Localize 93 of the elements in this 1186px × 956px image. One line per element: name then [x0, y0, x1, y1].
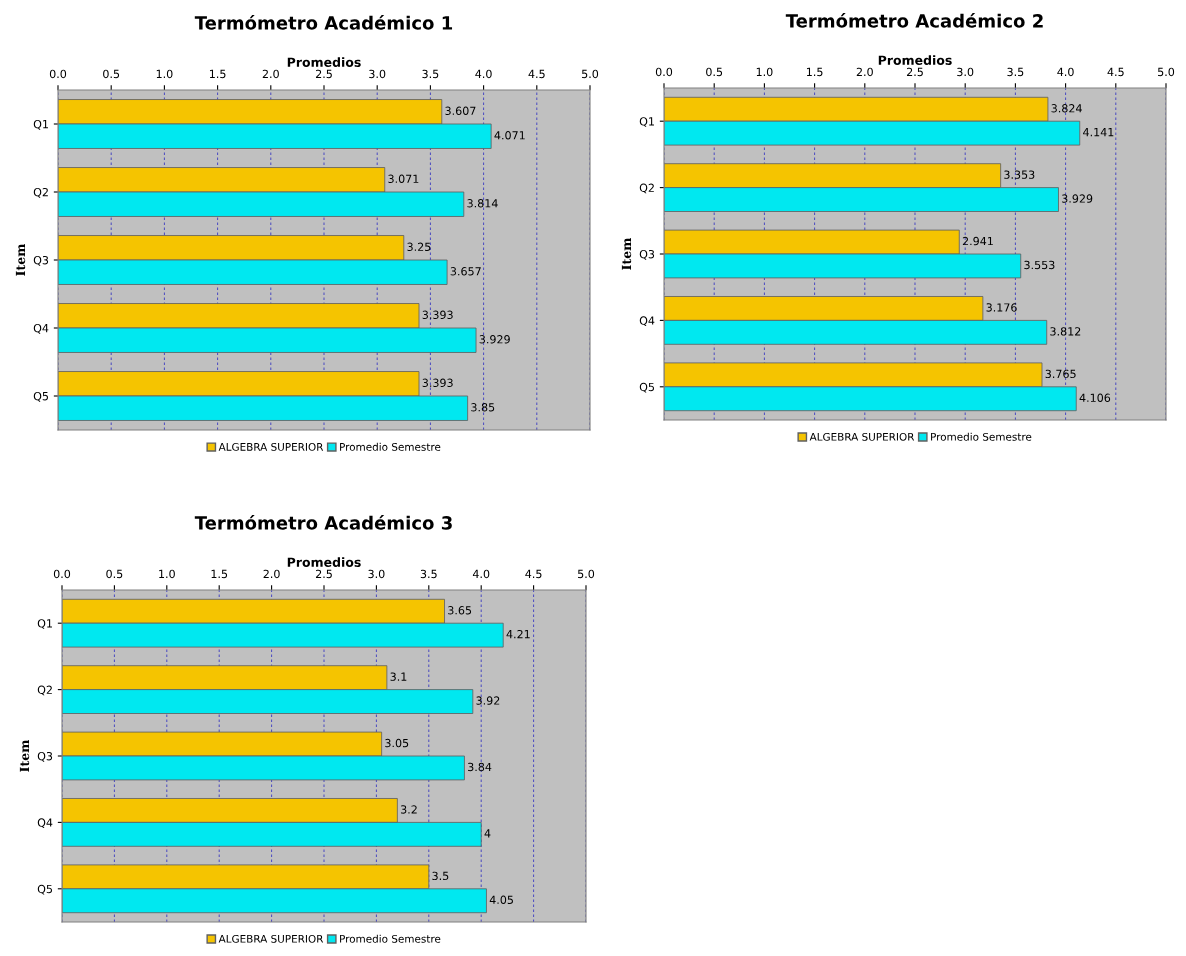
data-label: 3.176 [986, 303, 1017, 312]
x-tick-label: 1.5 [209, 69, 226, 79]
x-axis-title: Promedios [287, 57, 361, 67]
data-label: 3.814 [467, 199, 498, 208]
y-tick-label: Q5 [33, 391, 48, 402]
data-label: 3.5 [432, 871, 449, 881]
y-tick-label: Q5 [37, 884, 52, 895]
x-tick-label: 1.5 [211, 569, 228, 579]
x-tick-label: 4.5 [528, 69, 545, 79]
data-label: 4.106 [1079, 393, 1111, 402]
data-label: 3.85 [471, 403, 495, 412]
x-tick-label: 2.0 [856, 67, 873, 77]
data-label: 2.941 [962, 236, 993, 246]
legend-label: Promedio Semestre [931, 432, 1032, 441]
data-label: 4.05 [489, 895, 513, 904]
data-label: 3.824 [1051, 104, 1082, 113]
legend-label: Promedio Semestre [340, 442, 441, 451]
data-label: 3.812 [1050, 327, 1081, 336]
y-tick-label: Q3 [33, 255, 49, 266]
y-tick-label: Q4 [33, 323, 49, 334]
data-label: 3.2 [400, 805, 417, 814]
x-tick-label: 0.0 [53, 569, 71, 579]
legend-label: ALGEBRA SUPERIOR [218, 442, 324, 451]
y-tick-label: Q5 [639, 382, 654, 393]
x-axis-title: Promedios [287, 557, 361, 567]
x-tick-label: 1.0 [756, 67, 773, 77]
y-axis-title: Item [621, 237, 632, 270]
x-tick-label: 5.0 [578, 569, 595, 579]
chart-title: Termómetro Académico 3 [194, 515, 452, 530]
x-tick-label: 2.0 [263, 569, 280, 579]
data-label: 4.071 [494, 131, 525, 140]
x-tick-label: 0.5 [103, 69, 120, 79]
legend-label: ALGEBRA SUPERIOR [218, 934, 324, 943]
y-tick-label: Q3 [639, 249, 655, 260]
x-tick-label: 3.0 [369, 69, 386, 79]
legend-label: ALGEBRA SUPERIOR [809, 432, 915, 441]
data-label: 3.657 [450, 267, 481, 276]
data-label: 3.92 [476, 696, 500, 705]
y-tick-label: Q1 [33, 119, 48, 130]
x-tick-label: 5.0 [582, 69, 599, 79]
x-tick-label: 4.5 [1107, 67, 1124, 77]
x-tick-label: 0.5 [106, 569, 123, 579]
x-tick-label: 3.5 [1007, 67, 1024, 77]
x-tick-label: 1.5 [806, 67, 823, 77]
legend-label: Promedio Semestre [340, 934, 441, 943]
data-label: 3.929 [479, 335, 510, 344]
x-tick-label: 5.0 [1158, 67, 1175, 77]
data-label: 3.607 [445, 106, 476, 115]
data-label: 4 [484, 829, 491, 838]
x-tick-label: 2.5 [906, 67, 923, 77]
data-label: 4.21 [506, 629, 530, 639]
data-label: 3.929 [1062, 194, 1093, 203]
x-tick-label: 1.0 [159, 569, 175, 579]
y-tick-label: Q1 [37, 619, 52, 629]
x-tick-label: 0.0 [655, 67, 673, 77]
x-tick-label: 2.0 [262, 69, 279, 79]
x-tick-label: 0.0 [49, 69, 67, 79]
x-tick-label: 4.5 [525, 569, 542, 579]
y-tick-label: Q3 [37, 751, 53, 762]
x-tick-label: 4.0 [472, 569, 490, 579]
y-tick-label: Q2 [639, 183, 654, 194]
data-label: 3.765 [1045, 369, 1076, 379]
data-label: 3.25 [407, 242, 431, 251]
y-tick-label: Q2 [37, 685, 52, 696]
x-axis-title: Promedios [878, 55, 952, 65]
data-label: 3.353 [1004, 170, 1035, 179]
data-label: 3.071 [388, 174, 419, 183]
data-label: 3.393 [422, 378, 453, 387]
y-tick-label: Q2 [33, 187, 48, 198]
data-label: 4.141 [1083, 128, 1114, 137]
x-tick-label: 0.5 [706, 67, 723, 77]
y-tick-label: Q4 [639, 316, 655, 327]
x-tick-label: 3.0 [957, 67, 974, 77]
y-axis-title: Item [15, 243, 26, 276]
y-tick-label: Q1 [639, 117, 654, 127]
x-tick-label: 2.5 [315, 69, 332, 79]
data-label: 3.1 [390, 672, 407, 681]
y-axis-title: Item [19, 739, 30, 772]
x-tick-label: 3.0 [368, 569, 385, 579]
x-tick-label: 3.5 [420, 569, 437, 579]
x-tick-label: 3.5 [422, 69, 439, 79]
data-label: 3.553 [1024, 260, 1055, 270]
x-tick-label: 4.0 [1057, 67, 1074, 77]
data-label: 3.65 [448, 606, 472, 615]
x-tick-label: 2.5 [315, 569, 332, 579]
data-label: 3.05 [385, 738, 409, 748]
x-tick-label: 1.0 [156, 69, 173, 79]
x-tick-label: 4.0 [475, 69, 492, 79]
data-label: 3.84 [468, 762, 492, 772]
chart-title: Termómetro Académico 2 [785, 13, 1043, 28]
data-label: 3.393 [422, 310, 453, 319]
y-tick-label: Q4 [37, 818, 53, 829]
chart-title: Termómetro Académico 1 [194, 15, 453, 30]
